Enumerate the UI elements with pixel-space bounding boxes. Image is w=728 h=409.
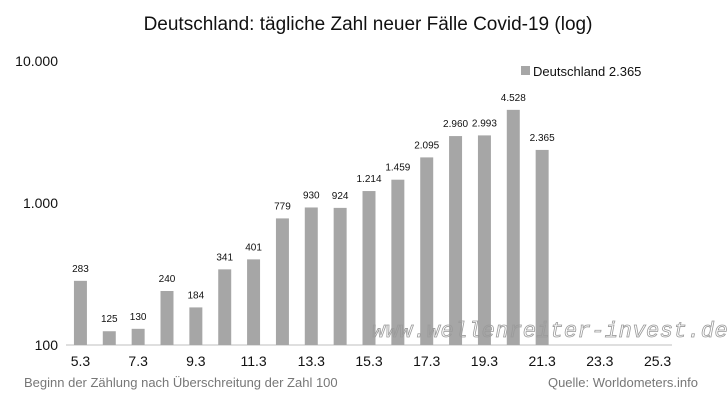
data-label: 779	[274, 201, 291, 212]
x-tick-label: 17.3	[413, 353, 440, 369]
x-tick-label: 9.3	[186, 353, 206, 369]
bar	[160, 291, 174, 345]
y-tick-label: 1.000	[23, 195, 58, 211]
data-label: 4.528	[501, 93, 526, 104]
data-label: 130	[130, 312, 147, 323]
bar	[333, 207, 347, 345]
data-label: 2.365	[530, 133, 555, 144]
data-label: 283	[72, 264, 89, 275]
watermark: www.wellenreiter-invest.de	[372, 319, 728, 344]
bar	[247, 259, 261, 345]
data-label: 2.993	[472, 118, 497, 129]
data-label: 240	[159, 274, 176, 285]
bar	[218, 269, 232, 345]
chart-title: Deutschland: tägliche Zahl neuer Fälle C…	[144, 14, 593, 35]
bar	[275, 218, 289, 345]
y-tick-label: 100	[35, 337, 59, 353]
x-tick-label: 25.3	[644, 353, 671, 369]
bars-group	[73, 109, 549, 345]
bar	[391, 179, 405, 345]
footnote-right: Quelle: Worldometers.info	[548, 375, 698, 390]
data-label: 2.960	[443, 119, 468, 130]
x-tick-label: 15.3	[355, 353, 382, 369]
bar	[362, 191, 376, 345]
y-axis: 100 1.000 10.000	[15, 53, 58, 353]
data-label: 341	[216, 252, 233, 263]
footnote-left: Beginn der Zählung nach Überschreitung d…	[24, 375, 338, 390]
data-label: 930	[303, 190, 320, 201]
bar	[420, 157, 434, 345]
x-tick-label: 11.3	[240, 353, 266, 369]
y-tick-label: 10.000	[15, 53, 58, 69]
x-tick-label: 5.3	[71, 353, 91, 369]
x-tick-label: 23.3	[586, 353, 613, 369]
bar	[189, 307, 203, 345]
bar	[73, 280, 87, 345]
data-label: 924	[332, 191, 349, 202]
data-label: 2.095	[414, 140, 439, 151]
data-label: 1.214	[356, 174, 381, 185]
data-labels-group: 283 125 130 240 184 341 401 779 930 924 1.214 1.459…	[72, 93, 555, 325]
x-tick-label: 7.3	[128, 353, 148, 369]
bar	[477, 135, 491, 345]
legend-swatch	[521, 66, 530, 75]
data-label: 401	[245, 242, 262, 253]
legend: Deutschland 2.365	[521, 64, 641, 79]
x-tick-label: 21.3	[529, 353, 556, 369]
data-label: 125	[101, 314, 118, 325]
bar	[304, 207, 318, 345]
bar	[131, 328, 145, 345]
bar	[449, 136, 463, 345]
bar	[535, 149, 549, 345]
bar	[506, 109, 520, 345]
x-tick-label: 19.3	[471, 353, 498, 369]
data-label: 184	[188, 290, 205, 301]
x-tick-label: 13.3	[298, 353, 325, 369]
x-axis: 5.3 7.3 9.3 11.3 13.3 15.3 17.3 19.3 21.3 23.3 25.…	[71, 353, 672, 369]
data-label: 1.459	[385, 163, 410, 174]
legend-label: Deutschland 2.365	[533, 64, 641, 79]
bar	[102, 331, 116, 345]
